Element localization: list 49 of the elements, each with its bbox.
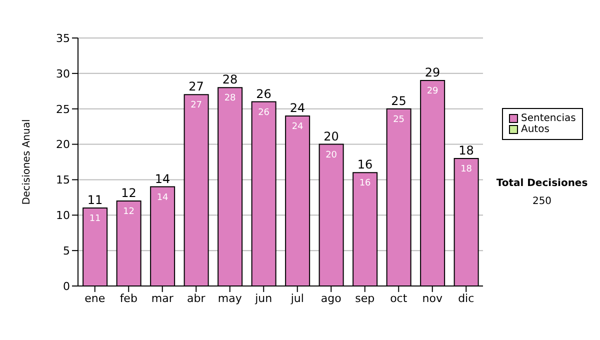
total-label: 20 [324, 129, 339, 144]
total-label: 26 [256, 86, 272, 101]
total-label: 16 [357, 158, 373, 172]
total-label: 18 [458, 143, 474, 158]
x-tick-label: nov [422, 292, 443, 305]
data-label: 11 [89, 214, 101, 224]
x-tick-label: feb [120, 292, 138, 305]
total-label: 14 [154, 172, 170, 186]
y-tick-label: 0 [63, 280, 70, 293]
y-tick-label: 5 [63, 244, 70, 258]
y-tick-label: 35 [56, 32, 70, 45]
y-tick-label: 30 [56, 67, 70, 80]
total-label: 12 [121, 186, 136, 200]
x-tick-label: dic [458, 292, 474, 305]
total-label: 27 [188, 80, 204, 94]
data-label: 28 [224, 94, 236, 104]
text: 250 [531, 196, 553, 207]
x-tick-label: ago [320, 292, 342, 305]
data-label: 29 [426, 86, 439, 97]
legend-label: Sentencias [521, 113, 576, 124]
data-label: 25 [393, 114, 405, 125]
x-tick-label: abr [187, 292, 206, 305]
total-label: 11 [87, 193, 103, 208]
data-label: 20 [326, 150, 338, 160]
data-label: 24 [292, 122, 304, 132]
y-tick-label: 20 [56, 138, 70, 152]
data-label: 14 [156, 192, 169, 203]
legend-label: Autos [521, 124, 550, 135]
x-tick-label: oct [390, 292, 408, 305]
y-axis-title: Decisiones Anual [22, 119, 33, 205]
total-label: 25 [391, 94, 406, 108]
total-label: 29 [424, 66, 440, 80]
x-tick-label: jun [254, 292, 272, 305]
total-label: 28 [222, 72, 238, 87]
total-label: 24 [290, 100, 306, 115]
x-tick-label: may [218, 292, 242, 305]
data-label: 18 [460, 164, 472, 174]
data-label: 27 [190, 100, 202, 111]
x-tick-label: jul [290, 292, 304, 305]
data-label: 12 [123, 206, 135, 217]
x-tick-label: ene [84, 292, 106, 305]
y-tick-label: 25 [56, 102, 70, 116]
y-tick-label: 15 [56, 174, 70, 187]
data-label: 16 [359, 178, 372, 189]
x-tick-label: mar [151, 292, 174, 305]
text: Total Decisiones [495, 178, 589, 189]
data-label: 26 [258, 108, 270, 118]
x-tick-label: sep [355, 292, 375, 305]
y-tick-label: 10 [56, 209, 70, 222]
